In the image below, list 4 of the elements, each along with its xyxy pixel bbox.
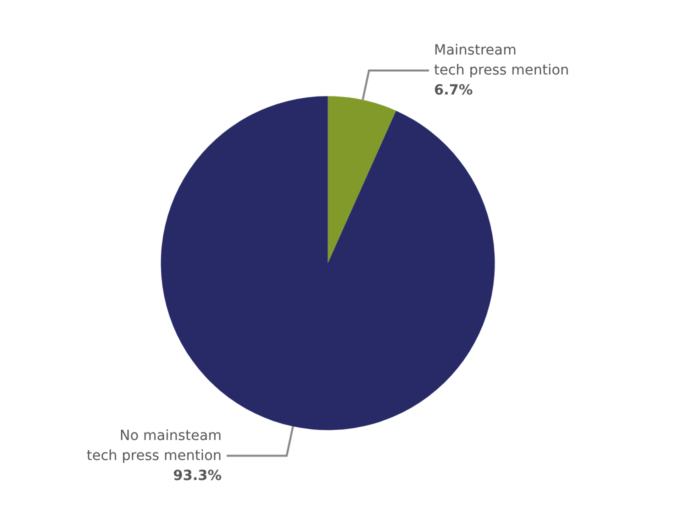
data-label: 93.3% [173, 468, 222, 484]
data-label: 6.7% [434, 82, 473, 98]
slice-label: Mainstream tech press mention [434, 42, 570, 78]
slice-label: No mainsteam tech press mention [86, 428, 222, 464]
